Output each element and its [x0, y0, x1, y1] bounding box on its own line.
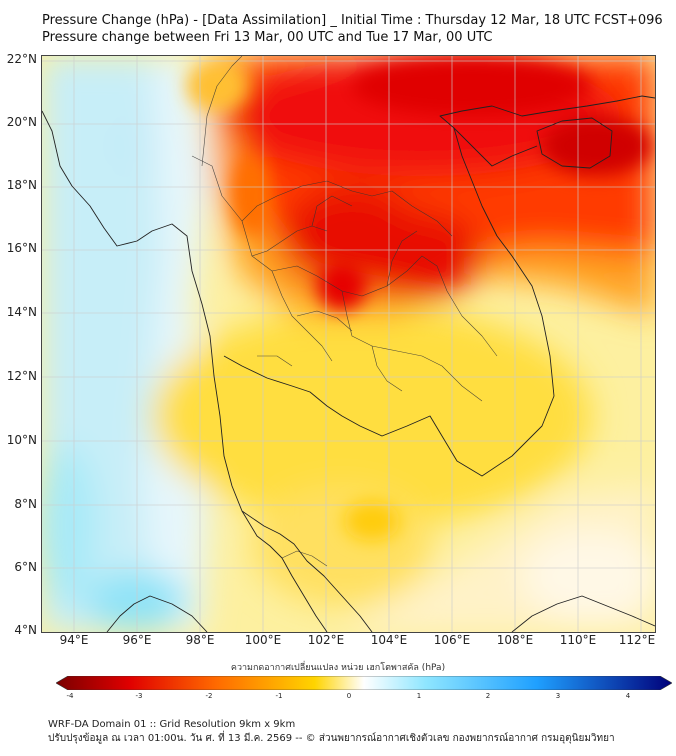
title-line-2: Pressure change between Fri 13 Mar, 00 U… [42, 30, 493, 45]
pressure-field-layer [42, 56, 655, 632]
title-line-1: Pressure Change (hPa) - [Data Assimilati… [42, 13, 663, 28]
colorbar-tick: 3 [555, 692, 561, 700]
footer: WRF-DA Domain 01 :: Grid Resolution 9km … [48, 718, 615, 746]
pressure-minima-layer [187, 56, 652, 541]
lon-label: 98°E [185, 633, 215, 647]
lat-label: 18°N [6, 178, 37, 192]
lon-label: 102°E [307, 633, 345, 647]
coastlines [42, 95, 655, 632]
colorbar-tick: 0 [346, 692, 352, 700]
lat-label: 10°N [6, 433, 37, 447]
footer-model-info: WRF-DA Domain 01 :: Grid Resolution 9km … [48, 719, 296, 730]
colorbar-tick: -3 [135, 692, 143, 700]
lat-label: 6°N [14, 560, 37, 574]
colorbar-tick: 2 [485, 692, 491, 700]
lat-label: 8°N [14, 497, 37, 511]
colorbar-title: ความกดอากาศเปลี่ยนแปลง หน่วย เฮกโตพาสคัล… [230, 663, 446, 673]
lat-label: 4°N [14, 623, 37, 637]
colorbar-tick: -1 [275, 692, 283, 700]
chart-title: Pressure Change (hPa) - [Data Assimilati… [42, 12, 663, 46]
lon-label: 106°E [433, 633, 471, 647]
colorbar [56, 676, 672, 690]
lat-label: 14°N [6, 305, 37, 319]
lon-label: 96°E [122, 633, 152, 647]
lon-label: 104°E [370, 633, 408, 647]
lat-label: 16°N [6, 241, 37, 255]
pressure-change-map [41, 55, 656, 633]
lon-label: 108°E [496, 633, 534, 647]
lon-label: 94°E [59, 633, 89, 647]
lat-label: 20°N [6, 115, 37, 129]
lat-label: 12°N [6, 369, 37, 383]
map-canvas [42, 56, 655, 632]
colorbar-gradient [56, 676, 672, 690]
colorbar-tick: 1 [416, 692, 422, 700]
colorbar-tick: -2 [205, 692, 213, 700]
lon-label: 100°E [244, 633, 282, 647]
colorbar-tick: 4 [625, 692, 631, 700]
footer-credit: ปรับปรุงข้อมูล ณ เวลา 01:00น. วัน ศ. ที่… [48, 733, 615, 744]
lon-label: 110°E [559, 633, 597, 647]
colorbar-tick: -4 [66, 692, 74, 700]
lon-label: 112°E [618, 633, 656, 647]
lat-label: 22°N [6, 52, 37, 66]
graticule [42, 56, 655, 632]
admin-borders [191, 56, 498, 567]
